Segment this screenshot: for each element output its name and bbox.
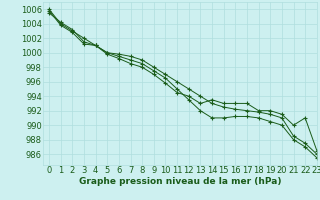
X-axis label: Graphe pression niveau de la mer (hPa): Graphe pression niveau de la mer (hPa) — [79, 177, 281, 186]
